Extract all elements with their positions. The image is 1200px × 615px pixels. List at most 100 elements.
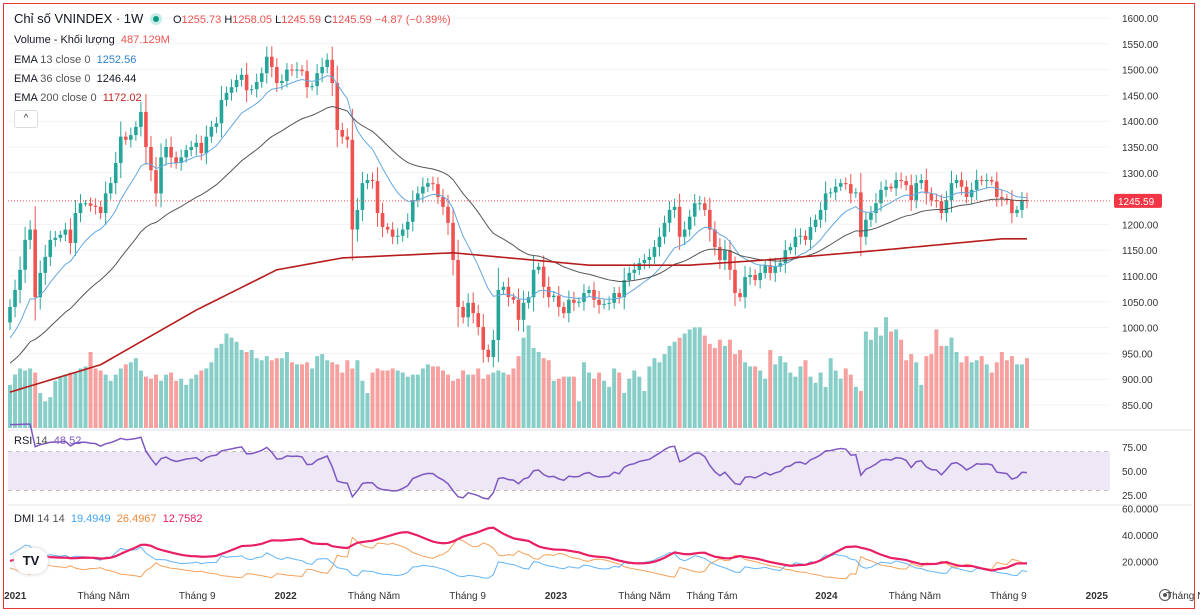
- candle-body: [380, 213, 385, 227]
- volume-bar: [989, 372, 994, 428]
- candle-body: [778, 263, 783, 267]
- volume-bar: [637, 376, 642, 428]
- volume-bar: [300, 364, 305, 428]
- candle-body: [159, 157, 163, 194]
- candle: [189, 140, 194, 157]
- candle: [556, 286, 561, 317]
- volume-bar: [662, 354, 667, 428]
- candle-body: [239, 74, 244, 80]
- volume-bar: [597, 372, 602, 428]
- candle: [159, 143, 163, 208]
- tradingview-logo[interactable]: TV: [14, 548, 48, 574]
- candle-body: [672, 206, 677, 210]
- candle-body: [58, 234, 63, 238]
- candle: [692, 194, 697, 226]
- dmi-legend[interactable]: DMI 14 14 19.4949 26.4967 12.7582: [14, 513, 203, 525]
- time-axis-label: 2025: [1086, 591, 1109, 602]
- candle: [174, 151, 178, 169]
- volume-bar: [274, 358, 279, 428]
- candle: [562, 302, 566, 319]
- volume-bar: [878, 335, 883, 428]
- candle: [748, 267, 752, 285]
- candle-body: [637, 263, 642, 270]
- candle-body: [702, 203, 707, 210]
- volume-bar: [229, 337, 234, 428]
- candle: [28, 220, 32, 250]
- candle: [818, 201, 823, 228]
- candle-body: [884, 186, 888, 190]
- candle: [984, 173, 989, 188]
- volume-bar: [305, 362, 310, 428]
- candle-body: [697, 203, 702, 205]
- candle-body: [108, 183, 113, 194]
- gear-icon[interactable]: [1159, 589, 1171, 601]
- candle: [476, 304, 481, 336]
- volume-bar: [269, 360, 274, 428]
- candle: [214, 117, 219, 134]
- candle-body: [869, 213, 873, 220]
- candle-body: [723, 250, 727, 261]
- candle-body: [229, 87, 234, 93]
- candle: [259, 67, 264, 88]
- candle: [471, 292, 475, 324]
- candle-body: [919, 180, 924, 184]
- candle-body: [264, 56, 269, 74]
- candle-body: [627, 272, 632, 281]
- ema200-legend[interactable]: EMA 200 close 0 1172.02: [14, 92, 142, 104]
- candle-body: [556, 295, 561, 307]
- time-axis-label: Tháng 9: [990, 591, 1027, 602]
- candle-body: [416, 193, 420, 201]
- volume-bar: [1009, 356, 1014, 428]
- candle-body: [974, 180, 979, 190]
- candle: [270, 46, 274, 78]
- candle: [345, 128, 350, 148]
- candle: [431, 176, 435, 191]
- candle-body: [446, 206, 450, 223]
- collapse-legend-button[interactable]: ^: [14, 110, 38, 128]
- candle: [365, 173, 370, 190]
- candle-body: [441, 197, 445, 207]
- candle: [254, 73, 259, 98]
- volume-bar: [536, 352, 541, 428]
- candle: [410, 190, 415, 232]
- candle-body: [340, 129, 345, 137]
- candle-body: [350, 139, 355, 230]
- market-status-icon: [153, 16, 160, 22]
- candle: [305, 60, 309, 99]
- candle-body: [436, 184, 440, 198]
- indicator-lines: [8, 75, 1110, 580]
- candle-body: [733, 269, 737, 294]
- volume-bar: [219, 343, 224, 428]
- candle: [687, 209, 692, 237]
- volume-bar: [179, 378, 184, 428]
- candle-body: [149, 147, 153, 171]
- ema13-legend[interactable]: EMA 13 close 0 1252.56: [14, 54, 137, 66]
- volume-bar: [627, 378, 632, 428]
- volume-bar: [189, 378, 194, 428]
- volume-bar: [78, 368, 83, 428]
- candle-body: [793, 236, 798, 248]
- candle-body: [118, 136, 123, 163]
- candle: [436, 177, 440, 205]
- candle-body: [43, 256, 48, 273]
- candle-body: [687, 216, 692, 230]
- volume-bar: [330, 362, 335, 428]
- volume-bar: [159, 380, 164, 428]
- symbol-title[interactable]: Chỉ số VNINDEX · 1W: [14, 11, 144, 26]
- candle: [1010, 190, 1014, 224]
- candle: [43, 244, 48, 285]
- volume-legend[interactable]: Volume - Khối lượng 487.129M: [14, 34, 170, 46]
- rsi-legend[interactable]: RSI 14 48.52: [14, 435, 82, 447]
- candle-body: [461, 306, 465, 318]
- candle: [989, 176, 994, 186]
- candle-body: [144, 111, 148, 147]
- volume-bar: [1019, 364, 1024, 428]
- candle-body: [788, 247, 793, 251]
- volume-bar: [783, 362, 788, 428]
- ema36-legend[interactable]: EMA 36 close 0 1246.44: [14, 73, 137, 85]
- volume-bar: [254, 358, 259, 428]
- candle-body: [390, 229, 395, 237]
- volume-bar: [28, 368, 33, 428]
- candle-body: [954, 180, 959, 184]
